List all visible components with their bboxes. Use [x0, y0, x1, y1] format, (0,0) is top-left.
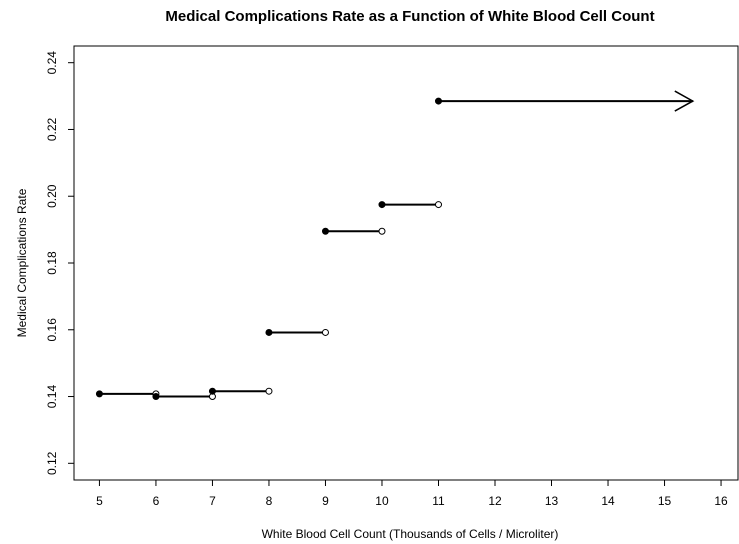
open-point [265, 387, 273, 395]
step-series [95, 90, 695, 401]
x-axis: 5 6 7 8 9 10 11 12 13 14 15 16 [96, 480, 728, 508]
x-tick-label: 7 [209, 494, 216, 508]
closed-point [321, 227, 329, 235]
y-axis-label: Medical Complications Rate [15, 188, 29, 337]
open-point [321, 328, 329, 336]
closed-point [95, 390, 103, 398]
x-tick-label: 15 [658, 494, 672, 508]
x-tick-label: 13 [545, 494, 559, 508]
open-point [434, 201, 442, 209]
y-tick-label: 0.16 [45, 318, 59, 342]
y-tick-label: 0.18 [45, 251, 59, 275]
x-tick-label: 14 [601, 494, 615, 508]
y-tick-label: 0.22 [45, 117, 59, 141]
x-tick-label: 8 [266, 494, 273, 508]
chart-title: Medical Complications Rate as a Function… [165, 8, 654, 25]
x-tick-label: 12 [488, 494, 502, 508]
closed-point [378, 201, 386, 209]
closed-point [434, 97, 442, 105]
y-axis: 0.12 0.14 0.16 0.18 0.20 0.22 0.24 [45, 51, 74, 475]
plot-frame [73, 45, 739, 481]
x-tick-label: 9 [322, 494, 329, 508]
x-tick-label: 6 [153, 494, 160, 508]
x-axis-label: White Blood Cell Count (Thousands of Cel… [262, 527, 559, 541]
x-tick-label: 5 [96, 494, 103, 508]
y-tick-label: 0.20 [45, 184, 59, 208]
closed-point [265, 328, 273, 336]
open-point [378, 227, 386, 235]
x-tick-label: 11 [432, 494, 445, 508]
y-tick-label: 0.24 [45, 51, 59, 75]
closed-point [152, 393, 160, 401]
y-tick-label: 0.14 [45, 385, 59, 409]
arrow-head [674, 90, 695, 112]
closed-point [208, 387, 216, 395]
x-tick-label: 16 [714, 494, 728, 508]
y-tick-label: 0.12 [45, 451, 59, 475]
x-tick-label: 10 [375, 494, 389, 508]
